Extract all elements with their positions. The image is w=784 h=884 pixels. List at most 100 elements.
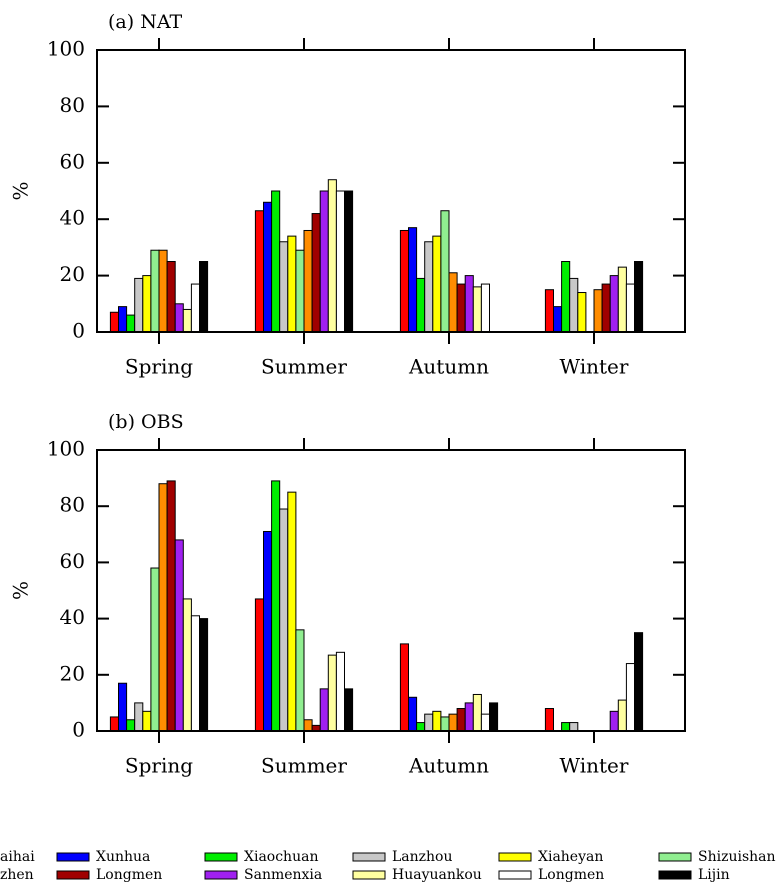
bar — [134, 702, 144, 732]
bar — [319, 688, 329, 732]
bar — [416, 722, 426, 732]
y-axis-label: % — [9, 581, 33, 600]
bar — [335, 190, 345, 333]
bar — [432, 235, 442, 333]
bar — [448, 713, 458, 732]
bar — [601, 283, 611, 333]
bar — [295, 629, 305, 732]
bar — [480, 713, 490, 732]
x-tick-label: Autumn — [408, 355, 489, 379]
bar — [544, 708, 555, 732]
y-tick-label: 100 — [47, 437, 85, 461]
bar — [126, 719, 136, 732]
bar — [303, 229, 313, 333]
legend-label: Lanzhou — [392, 849, 453, 865]
y-tick-label: 20 — [60, 661, 85, 685]
y-tick-label: 0 — [72, 319, 85, 343]
bar — [440, 210, 450, 333]
bar — [416, 277, 426, 333]
legend-swatch — [204, 852, 238, 862]
y-axis-label: % — [9, 181, 33, 200]
bar — [263, 201, 273, 333]
bar — [561, 722, 571, 732]
bar — [617, 266, 627, 333]
y-tick-label: 100 — [47, 37, 85, 61]
x-tick-label: Spring — [125, 754, 193, 778]
bar — [344, 688, 354, 732]
bar — [456, 708, 466, 732]
bar — [344, 190, 354, 333]
bar — [625, 663, 636, 732]
legend-swatch — [204, 870, 238, 880]
bar — [142, 710, 152, 732]
bar — [142, 275, 152, 333]
bar — [254, 598, 264, 732]
y-tick-label: 40 — [60, 605, 85, 629]
legend-label: Huayuankou — [392, 867, 482, 883]
bar — [464, 275, 474, 333]
bar — [190, 283, 200, 333]
bar — [109, 311, 120, 333]
bar — [489, 702, 499, 732]
bar — [263, 530, 273, 732]
bar — [182, 308, 192, 333]
bar — [118, 306, 128, 333]
legend-swatch — [498, 870, 532, 880]
bar — [561, 261, 571, 333]
bar — [456, 283, 466, 333]
bar — [569, 277, 579, 333]
legend-label: Longmen — [538, 867, 604, 883]
bar — [335, 651, 345, 732]
bar — [327, 654, 337, 732]
x-tick-label: Winter — [560, 754, 629, 778]
y-tick-label: 20 — [60, 262, 85, 286]
legend-label: aihai — [0, 849, 35, 865]
bar — [295, 249, 305, 333]
bar — [150, 567, 160, 732]
chart-title: (b) OBS — [108, 411, 184, 433]
bar — [617, 699, 627, 732]
y-tick-label: 80 — [60, 93, 85, 117]
legend-swatch — [352, 852, 386, 862]
legend-label: Shizuishan — [698, 849, 776, 865]
bar — [593, 289, 603, 333]
x-tick-label: Summer — [261, 355, 347, 379]
x-tick-label: Autumn — [408, 754, 489, 778]
y-tick-label: 60 — [60, 149, 85, 173]
bar — [311, 213, 321, 333]
legend-label: Sanmenxia — [244, 867, 322, 883]
legend-swatch — [352, 870, 386, 880]
bar — [553, 306, 563, 333]
bar — [166, 261, 176, 333]
bar — [150, 249, 160, 333]
bar — [408, 227, 418, 333]
bar — [174, 539, 184, 732]
x-tick-label: Spring — [125, 355, 193, 379]
y-tick-label: 60 — [60, 549, 85, 573]
bar — [625, 283, 636, 333]
y-tick-label: 0 — [72, 718, 85, 742]
bar — [118, 682, 128, 732]
plot-frame — [96, 449, 686, 732]
bar — [174, 303, 184, 333]
bar — [199, 261, 209, 333]
legend-label: Xiaochuan — [244, 849, 318, 865]
bar — [448, 272, 458, 333]
bar — [440, 716, 450, 732]
bar — [182, 598, 192, 732]
bar — [399, 229, 409, 333]
bar — [464, 702, 474, 732]
legend-label: Longmen — [96, 867, 162, 883]
bar — [609, 275, 619, 333]
bar — [166, 480, 176, 732]
plot-frame — [96, 49, 686, 333]
bar — [634, 261, 644, 333]
bar — [544, 289, 555, 333]
legend-swatch — [658, 852, 692, 862]
bar — [609, 710, 619, 732]
bar — [480, 283, 490, 333]
legend-label: zhen — [0, 867, 34, 883]
bar — [424, 713, 434, 732]
bar — [432, 710, 442, 732]
